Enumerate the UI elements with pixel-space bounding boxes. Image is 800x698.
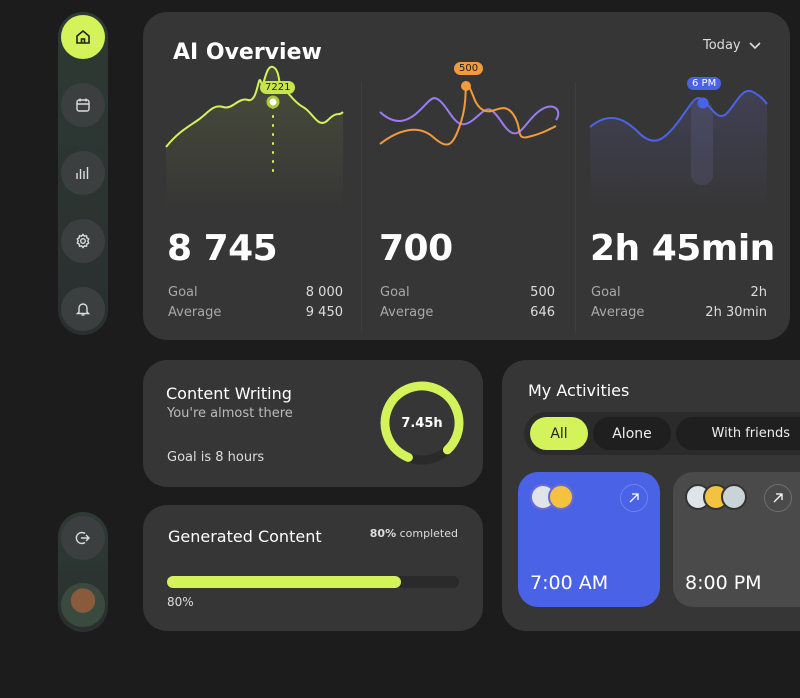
divider bbox=[361, 82, 362, 332]
filter-all[interactable]: All bbox=[530, 417, 588, 450]
chevron-down-icon bbox=[749, 41, 761, 49]
calendar-icon bbox=[76, 98, 90, 112]
logout-button[interactable] bbox=[61, 516, 105, 560]
average-value: 9 450 bbox=[305, 305, 343, 320]
filter-alone[interactable]: Alone bbox=[593, 417, 671, 450]
progress-bar bbox=[167, 576, 459, 588]
goal-label: Goal bbox=[168, 285, 198, 300]
nav-notifications[interactable] bbox=[61, 287, 105, 331]
avatar bbox=[548, 484, 574, 510]
words-tooltip: 500 bbox=[454, 62, 484, 75]
steps-line bbox=[165, 65, 344, 148]
time-tooltip: 6 PM bbox=[687, 77, 722, 90]
generated-content-card: Generated Content 80% completed 80% bbox=[143, 505, 483, 631]
activity-card[interactable]: 8:00 PM bbox=[673, 472, 800, 607]
progress-value: 7.45h bbox=[401, 416, 443, 431]
metric-value: 8 745 bbox=[167, 228, 278, 269]
user-avatar[interactable] bbox=[61, 583, 105, 627]
completed-percent: 80% bbox=[369, 527, 397, 540]
content-writing-card: Content Writing You're almost there Goal… bbox=[143, 360, 483, 487]
goal-value: 2h bbox=[750, 285, 767, 300]
completed-label: completed bbox=[399, 527, 458, 540]
activity-card[interactable]: 7:00 AM bbox=[518, 472, 660, 607]
progress-ring bbox=[380, 381, 464, 465]
participant-avatars bbox=[685, 484, 747, 510]
divider bbox=[575, 82, 576, 332]
arrow-up-right-icon bbox=[773, 493, 783, 503]
participant-avatars bbox=[530, 484, 574, 510]
nav-calendar[interactable] bbox=[61, 83, 105, 127]
card-title: Content Writing bbox=[166, 384, 292, 403]
activity-time: 7:00 AM bbox=[530, 572, 609, 594]
average-value: 2h 30min bbox=[705, 305, 767, 320]
time-marker bbox=[697, 97, 709, 109]
chart-icon bbox=[76, 167, 89, 179]
steps-tooltip: 7221 bbox=[260, 81, 296, 94]
nav-stats[interactable] bbox=[61, 151, 105, 195]
words-line-purple bbox=[379, 97, 560, 135]
time-area bbox=[590, 90, 767, 212]
card-title: My Activities bbox=[528, 381, 630, 400]
average-label: Average bbox=[168, 305, 222, 320]
words-marker bbox=[461, 81, 471, 91]
goal-label: Goal bbox=[591, 285, 621, 300]
goal-value: 500 bbox=[530, 285, 555, 300]
words-line-orange bbox=[379, 84, 557, 146]
goal-label: Goal bbox=[380, 285, 410, 300]
steps-area bbox=[166, 66, 343, 212]
goal-text: Goal is 8 hours bbox=[167, 450, 265, 465]
progress-ring-fill bbox=[380, 381, 464, 465]
average-label: Average bbox=[380, 305, 434, 320]
nav-settings[interactable] bbox=[61, 219, 105, 263]
my-activities-card: My Activities All Alone With friends 7:0… bbox=[502, 360, 800, 631]
nav-home[interactable] bbox=[61, 15, 105, 59]
gear-icon bbox=[76, 233, 90, 249]
logout-icon bbox=[75, 531, 90, 545]
period-dropdown[interactable]: Today bbox=[703, 38, 761, 53]
overview-title: AI Overview bbox=[173, 40, 322, 65]
bell-icon bbox=[75, 303, 91, 316]
average-value: 646 bbox=[530, 305, 555, 320]
open-activity-button[interactable] bbox=[620, 484, 648, 512]
steps-marker bbox=[266, 95, 280, 109]
completed-text: 80% completed bbox=[370, 527, 458, 540]
card-subtitle: You're almost there bbox=[167, 406, 293, 421]
avatar bbox=[721, 484, 747, 510]
ai-overview-card: AI Overview Today 7221 500 6 PM 8 745 Go… bbox=[143, 12, 790, 340]
home-icon bbox=[76, 29, 90, 44]
progress-bar-fill bbox=[167, 576, 401, 588]
progress-percent: 80% bbox=[167, 595, 194, 609]
goal-value: 8 000 bbox=[305, 285, 343, 300]
card-title: Generated Content bbox=[168, 527, 322, 546]
activity-time: 8:00 PM bbox=[685, 572, 762, 594]
metric-value: 2h 45min bbox=[590, 228, 775, 269]
metric-value: 700 bbox=[379, 228, 453, 269]
period-label: Today bbox=[703, 38, 741, 53]
average-label: Average bbox=[591, 305, 645, 320]
arrow-up-right-icon bbox=[629, 493, 639, 503]
open-activity-button[interactable] bbox=[764, 484, 792, 512]
filter-with-friends[interactable]: With friends bbox=[676, 417, 800, 450]
overview-sparklines bbox=[165, 65, 768, 212]
